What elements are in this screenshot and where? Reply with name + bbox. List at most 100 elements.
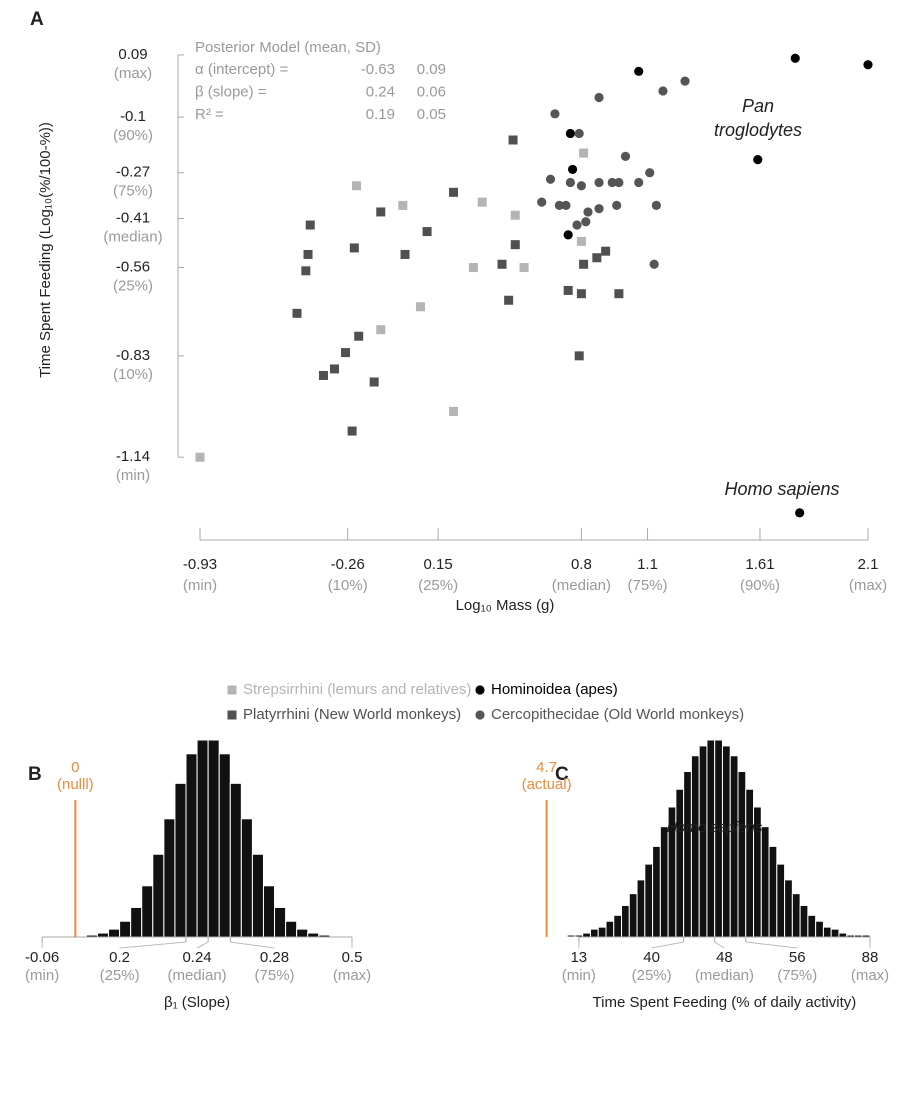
point: [318, 370, 328, 380]
chart-title: Homo sapiens: [666, 819, 762, 836]
x-tick-value: -0.06: [25, 949, 59, 966]
x-tick-value: 13: [570, 949, 587, 966]
y-tick-value: -0.1: [120, 108, 146, 125]
point: [510, 210, 520, 220]
point: [561, 200, 571, 211]
x-axis-label: Time Spent Feeding (% of daily activity): [593, 994, 857, 1011]
point: [574, 128, 584, 139]
bar: [185, 753, 198, 938]
bar: [652, 845, 661, 938]
point: [579, 148, 589, 158]
point: [576, 236, 586, 246]
x-tick-label: (min): [562, 967, 596, 984]
reference-label: (actual): [522, 776, 572, 793]
y-tick-label: (median): [103, 228, 162, 245]
x-tick-value: 40: [643, 949, 660, 966]
legend-label: Strepsirrhini (lemurs and relatives): [243, 681, 471, 698]
model-label: R² =: [195, 106, 224, 123]
x-tick-label: (75%): [628, 577, 668, 594]
y-tick-label: (25%): [113, 278, 153, 295]
bar: [737, 771, 747, 938]
bar: [675, 788, 685, 938]
model-mean: 0.24: [366, 83, 395, 100]
x-tick-value: 0.2: [109, 949, 130, 966]
bar: [262, 885, 276, 938]
bar: [582, 932, 591, 938]
bar: [274, 906, 287, 938]
x-tick-value: 1.61: [745, 556, 774, 573]
x-axis-label: Log₁₀ Mass (g): [456, 597, 555, 614]
tick-leader: [651, 941, 684, 949]
point: [594, 92, 604, 103]
legend-marker: [227, 710, 237, 720]
point: [376, 207, 386, 217]
y-tick-label: (min): [116, 467, 150, 484]
bar: [644, 863, 654, 938]
y-tick-value: -0.27: [116, 164, 150, 181]
model-mean: -0.63: [361, 61, 395, 78]
x-tick-label: (75%): [255, 967, 295, 984]
point: [400, 249, 410, 259]
legend-marker: [475, 685, 485, 695]
point: [510, 240, 520, 250]
x-tick-value: 0.28: [260, 949, 289, 966]
point: [565, 128, 575, 139]
point: [576, 289, 586, 299]
y-tick-label: (max): [114, 65, 152, 82]
point: [753, 155, 763, 165]
bar: [296, 928, 309, 938]
point: [634, 177, 644, 188]
point: [563, 285, 573, 295]
point: [614, 177, 624, 188]
x-tick-value: -0.26: [331, 556, 365, 573]
point: [504, 295, 514, 305]
x-tick-label: (max): [849, 577, 887, 594]
bar: [240, 818, 253, 938]
point: [301, 266, 311, 276]
y-tick-label: (75%): [113, 183, 153, 200]
x-tick-value: -0.93: [183, 556, 217, 573]
x-tick-label: (median): [167, 967, 226, 984]
bar: [791, 893, 801, 938]
point: [376, 325, 386, 335]
bar: [613, 914, 623, 938]
bar: [152, 853, 165, 938]
tick-leader: [714, 941, 725, 949]
x-tick-value: 2.1: [858, 556, 879, 573]
model-sd: 0.09: [417, 61, 446, 78]
y-tick-value: -0.83: [116, 347, 150, 364]
point: [795, 508, 805, 518]
bar: [566, 934, 576, 938]
point: [449, 406, 459, 416]
bar: [690, 755, 700, 938]
bar: [636, 879, 646, 938]
bar: [174, 782, 187, 938]
bar: [830, 928, 840, 938]
tick-leader: [230, 941, 275, 949]
legend-label: Platyrrhini (New World monkeys): [243, 706, 461, 723]
bar: [130, 906, 143, 938]
x-tick-label: (75%): [777, 967, 817, 984]
point: [592, 253, 602, 263]
point: [352, 181, 362, 191]
x-tick-value: 0.5: [342, 949, 363, 966]
point: [554, 200, 564, 211]
bar: [218, 753, 231, 938]
point: [347, 426, 357, 436]
point: [550, 109, 560, 119]
model-sd: 0.06: [417, 83, 446, 100]
point: [594, 177, 604, 188]
model-mean: 0.19: [366, 106, 395, 123]
bar: [251, 853, 264, 938]
point: [398, 200, 408, 210]
x-tick-label: (min): [25, 967, 59, 984]
y-tick-value: 0.09: [118, 46, 147, 63]
point: [634, 66, 644, 76]
y-tick-label: (90%): [113, 127, 153, 144]
point: [583, 207, 593, 217]
bar: [721, 745, 731, 938]
point: [581, 217, 591, 227]
bar: [597, 926, 607, 938]
point: [422, 227, 432, 237]
point: [658, 86, 668, 96]
